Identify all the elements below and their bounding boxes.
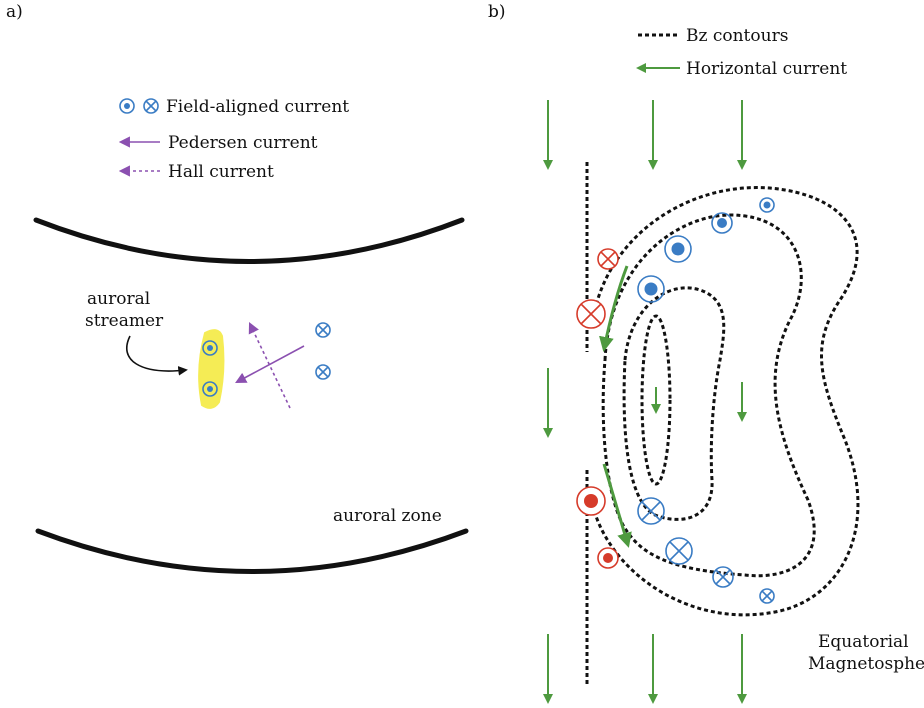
equatorial-magnetosphere-label-line1: Equatorial [818,632,909,652]
outward-current-icon [711,212,733,234]
horizontal-current-arrow [602,463,632,548]
panel-b: b) Bz contours Horizontal current [488,2,924,704]
bz-contour-second [601,213,816,578]
streamer-outward-current-icon [202,340,218,356]
legend-field-aligned-label: Field-aligned current [166,97,349,117]
bz-contour-third [622,286,726,521]
panel-a-legend: Field-aligned current Pedersen current H… [118,97,349,182]
red-inward-current-icon-large [576,299,606,329]
streamer-label-pointer-arrow [126,335,188,376]
outward-current-icon-large [664,235,692,263]
inward-current-icon-small [759,588,775,604]
panel-a-label: a) [6,2,23,22]
red-outward-current-icon [597,547,619,569]
red-outward-current-icon-large [576,486,606,516]
pedersen-current-arrow [235,345,305,384]
bz-contour-inner [640,314,672,486]
hall-current-arrow [248,321,291,409]
outward-current-icon-large [637,275,665,303]
legend-outward-current-icon [119,98,135,114]
red-inward-current-icon [597,248,619,270]
legend-horizontal-current-label: Horizontal current [686,59,847,79]
inward-current-icon-large [665,537,693,565]
horizontal-current-arrows [543,100,747,704]
bz-contour-outer [588,186,860,617]
panel-b-label: b) [488,2,506,22]
auroral-zone-lower-boundary [35,528,469,574]
inward-current-icon [315,322,331,338]
inward-current-icon [712,566,734,588]
legend-bz-contours-label: Bz contours [686,26,788,46]
auroral-zone-upper-boundary [33,217,465,264]
streamer-label-line1: auroral [87,289,150,309]
outward-current-icon-small [759,197,775,213]
horizontal-current-arrow [599,265,629,352]
streamer-outward-current-icon [202,381,218,397]
legend-hall-label: Hall current [168,162,274,182]
equatorial-magnetosphere-label-line2: Magnetosphere [808,654,924,674]
panel-a: a) Field-aligned current Pedersen curren… [6,2,469,574]
inward-current-icon-large [637,497,665,525]
inward-current-icon [315,364,331,380]
streamer-label-line2: streamer [85,311,164,331]
legend-inward-current-icon [143,98,159,114]
auroral-zone-label: auroral zone [333,506,442,526]
legend-pedersen-label: Pedersen current [168,133,318,153]
